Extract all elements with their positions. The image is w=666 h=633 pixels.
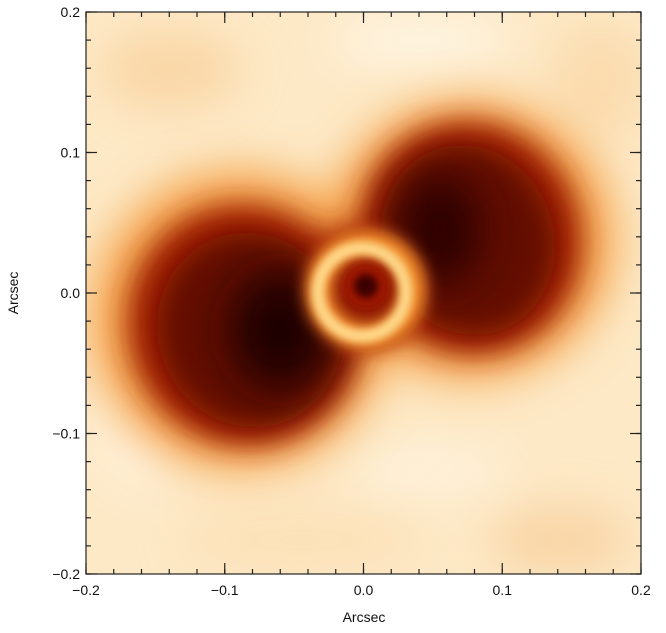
y-axis-title: Arcsec — [5, 272, 21, 315]
y-tick-label: 0.1 — [61, 145, 81, 161]
x-axis-title: Arcsec — [343, 609, 386, 625]
x-tick-label: 0.1 — [493, 582, 513, 598]
background-mottling — [90, 12, 641, 574]
tick-labels: −0.2 −0.1 0.0 0.1 0.2 0.2 0.1 0.0 −0.1 −0.2 — [52, 4, 651, 598]
y-tick-label: 0.0 — [61, 285, 81, 301]
axis-ticks — [85, 11, 642, 575]
y-tick-label: −0.2 — [52, 566, 80, 582]
x-tick-label: 0.2 — [631, 582, 651, 598]
intensity-map — [86, 12, 641, 574]
x-tick-label: 0.0 — [354, 582, 374, 598]
central-ring — [306, 230, 426, 350]
x-tick-label: −0.2 — [72, 582, 100, 598]
darkest-regions — [230, 175, 480, 390]
y-tick-label: −0.1 — [52, 426, 80, 442]
y-tick-label: 0.2 — [61, 4, 81, 20]
x-tick-label: −0.1 — [211, 582, 239, 598]
